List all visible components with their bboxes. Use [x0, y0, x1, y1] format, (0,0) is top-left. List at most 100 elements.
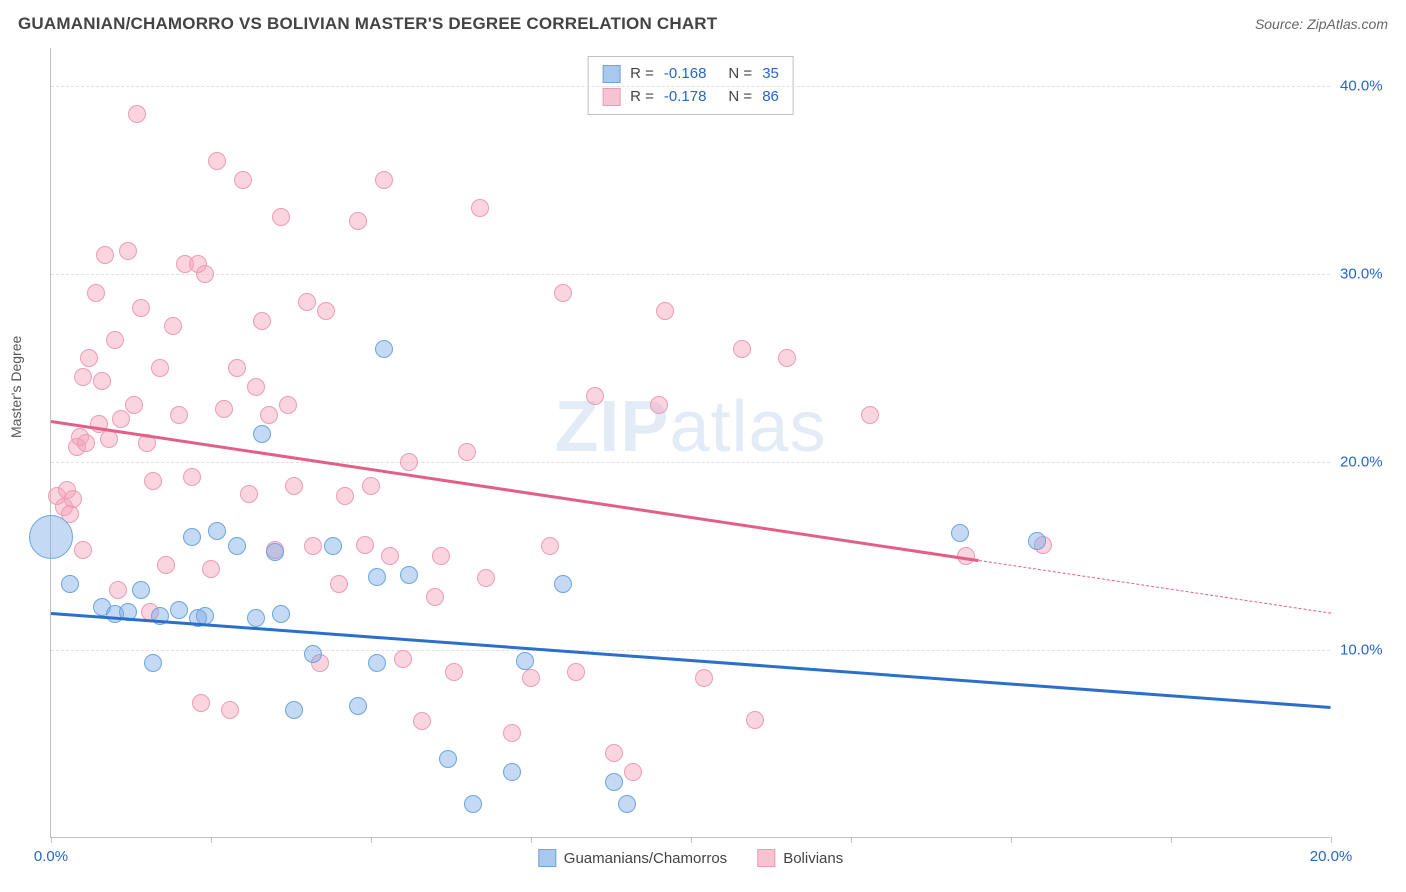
- scatter-point: [144, 654, 162, 672]
- scatter-point: [29, 515, 73, 559]
- y-tick-label: 20.0%: [1340, 453, 1400, 470]
- scatter-point: [266, 543, 284, 561]
- scatter-point: [100, 430, 118, 448]
- scatter-point: [464, 795, 482, 813]
- scatter-point: [208, 522, 226, 540]
- scatter-point: [228, 359, 246, 377]
- scatter-point: [554, 284, 572, 302]
- scatter-point: [119, 242, 137, 260]
- scatter-point: [336, 487, 354, 505]
- legend-swatch: [757, 849, 775, 867]
- scatter-point: [356, 536, 374, 554]
- scatter-point: [80, 349, 98, 367]
- scatter-point: [656, 302, 674, 320]
- scatter-point: [64, 490, 82, 508]
- scatter-point: [778, 349, 796, 367]
- scatter-point: [317, 302, 335, 320]
- gridline: [51, 462, 1330, 463]
- scatter-point: [733, 340, 751, 358]
- scatter-point: [1028, 532, 1046, 550]
- scatter-point: [234, 171, 252, 189]
- legend-swatch: [602, 88, 620, 106]
- scatter-point: [330, 575, 348, 593]
- gridline: [51, 274, 1330, 275]
- scatter-point: [247, 378, 265, 396]
- x-tick: [371, 837, 372, 843]
- scatter-point: [349, 697, 367, 715]
- x-tick: [1011, 837, 1012, 843]
- stats-r-label: R =: [630, 63, 654, 86]
- header: GUAMANIAN/CHAMORRO VS BOLIVIAN MASTER'S …: [0, 0, 1406, 48]
- x-tick: [1331, 837, 1332, 843]
- x-tick: [1171, 837, 1172, 843]
- gridline: [51, 650, 1330, 651]
- scatter-point: [202, 560, 220, 578]
- scatter-point: [260, 406, 278, 424]
- scatter-point: [272, 605, 290, 623]
- trend-line: [979, 560, 1331, 614]
- scatter-point: [618, 795, 636, 813]
- scatter-point: [196, 265, 214, 283]
- scatter-point: [132, 299, 150, 317]
- legend-bottom: Guamanians/ChamorrosBolivians: [538, 849, 843, 867]
- scatter-point: [522, 669, 540, 687]
- scatter-point: [170, 601, 188, 619]
- y-tick-label: 40.0%: [1340, 77, 1400, 94]
- scatter-point: [170, 406, 188, 424]
- scatter-point: [458, 443, 476, 461]
- stats-r-value: -0.168: [664, 63, 707, 86]
- scatter-point: [324, 537, 342, 555]
- y-axis-label: Master's Degree: [8, 336, 24, 438]
- scatter-point: [128, 105, 146, 123]
- scatter-point: [247, 609, 265, 627]
- scatter-point: [951, 524, 969, 542]
- scatter-point: [394, 650, 412, 668]
- x-tick: [531, 837, 532, 843]
- scatter-point: [586, 387, 604, 405]
- scatter-point: [183, 528, 201, 546]
- chart-title: GUAMANIAN/CHAMORRO VS BOLIVIAN MASTER'S …: [18, 14, 717, 34]
- scatter-point: [221, 701, 239, 719]
- scatter-point: [567, 663, 585, 681]
- legend-swatch: [602, 65, 620, 83]
- scatter-point: [298, 293, 316, 311]
- y-tick-label: 30.0%: [1340, 265, 1400, 282]
- scatter-point: [144, 472, 162, 490]
- stats-r-label: R =: [630, 86, 654, 109]
- scatter-point: [240, 485, 258, 503]
- scatter-point: [61, 575, 79, 593]
- scatter-point: [132, 581, 150, 599]
- scatter-point: [87, 284, 105, 302]
- legend-label: Guamanians/Chamorros: [564, 850, 727, 867]
- scatter-chart: ZIPatlas R = -0.168N = 35R = -0.178N = 8…: [50, 48, 1330, 838]
- stats-r-value: -0.178: [664, 86, 707, 109]
- scatter-point: [183, 468, 201, 486]
- legend-swatch: [538, 849, 556, 867]
- scatter-point: [74, 368, 92, 386]
- scatter-point: [439, 750, 457, 768]
- stats-n-value: 86: [762, 86, 779, 109]
- x-tick: [851, 837, 852, 843]
- legend-item: Guamanians/Chamorros: [538, 849, 727, 867]
- scatter-point: [605, 773, 623, 791]
- scatter-point: [400, 453, 418, 471]
- scatter-point: [471, 199, 489, 217]
- trend-line: [51, 612, 1331, 709]
- scatter-point: [157, 556, 175, 574]
- scatter-point: [413, 712, 431, 730]
- scatter-point: [541, 537, 559, 555]
- scatter-point: [381, 547, 399, 565]
- scatter-point: [695, 669, 713, 687]
- scatter-point: [272, 208, 290, 226]
- scatter-point: [279, 396, 297, 414]
- scatter-point: [861, 406, 879, 424]
- stats-n-value: 35: [762, 63, 779, 86]
- scatter-point: [503, 724, 521, 742]
- scatter-point: [192, 694, 210, 712]
- scatter-point: [164, 317, 182, 335]
- scatter-point: [208, 152, 226, 170]
- scatter-point: [151, 359, 169, 377]
- x-tick-label: 0.0%: [34, 848, 68, 865]
- scatter-point: [426, 588, 444, 606]
- scatter-point: [516, 652, 534, 670]
